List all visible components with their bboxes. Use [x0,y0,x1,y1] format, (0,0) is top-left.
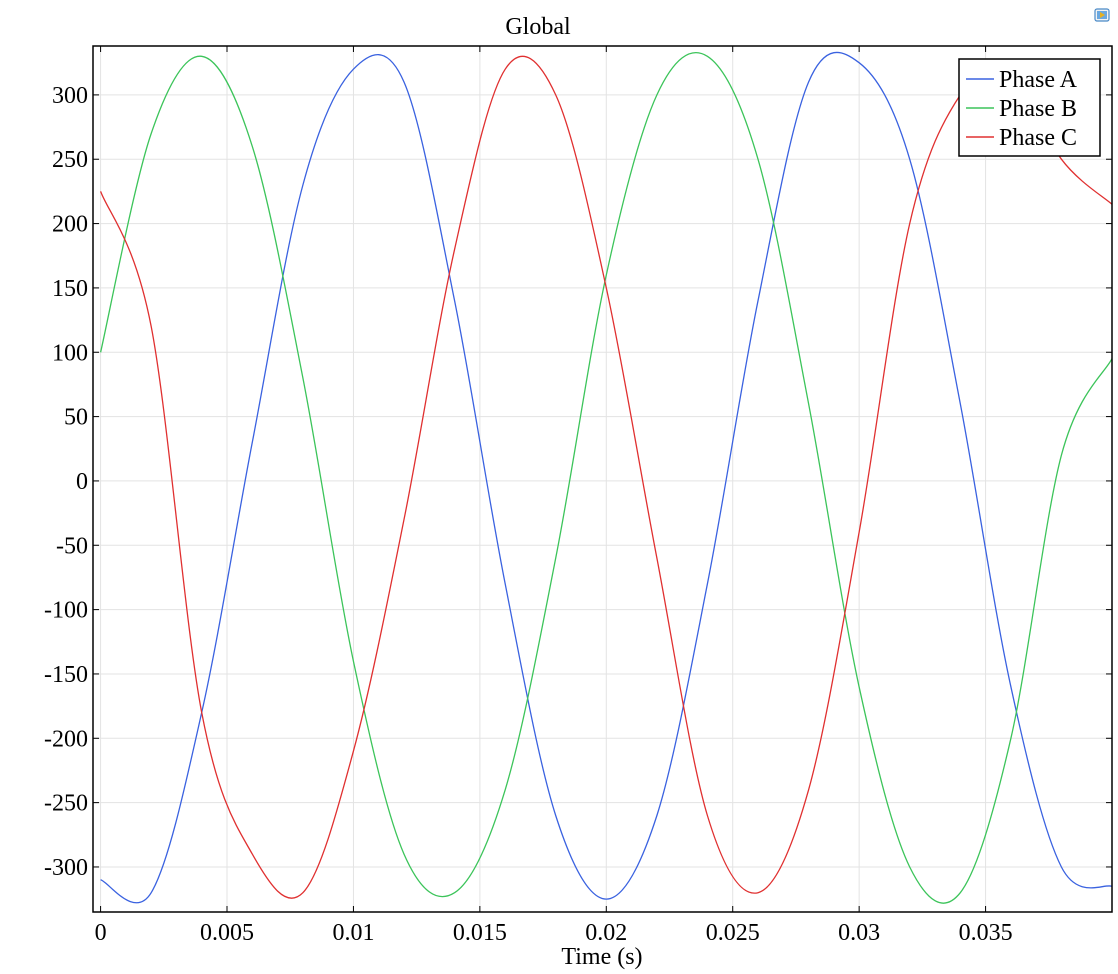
y-tick-label: -200 [44,726,88,752]
legend: Phase A Phase B Phase C [958,58,1101,157]
x-axis-label: Time (s) [561,944,642,970]
legend-label-phase-c: Phase C [999,125,1077,151]
y-tick-label: -150 [44,662,88,688]
export-image-icon[interactable] [1094,8,1110,22]
y-tick-label: 100 [52,340,88,366]
x-tick-label: 0.02 [585,920,627,946]
x-tick-label: 0.01 [332,920,374,946]
x-tick-label: 0.035 [959,920,1013,946]
series-line-phase-a [100,51,1113,904]
series-lines [99,51,1113,904]
legend-label-phase-b: Phase B [999,96,1077,122]
y-tick-label: 50 [64,405,88,431]
plot-frame [92,45,1113,913]
y-tick-label: 250 [52,147,88,173]
y-tick-label: 200 [52,212,88,238]
series-line-phase-c [99,55,1113,899]
series-line-phase-b [99,52,1113,904]
y-tick-label: -300 [44,855,88,881]
y-tick-label: -50 [56,533,88,559]
y-tick-label: 300 [52,83,88,109]
x-tick-label: 0.015 [453,920,507,946]
x-axis-ticks: 0 0.005 0.01 0.015 0.02 0.025 0.03 0.035 [95,46,1013,946]
x-tick-label: 0.03 [838,920,880,946]
y-tick-label: 0 [76,469,88,495]
x-tick-label: 0.025 [706,920,760,946]
y-axis-ticks: 300 250 200 150 100 50 0 -50 -100 -150 -200 -250 -30… [44,83,1112,881]
y-tick-label: 150 [52,276,88,302]
x-tick-label: 0.005 [200,920,254,946]
legend-label-phase-a: Phase A [999,67,1078,93]
grid [93,46,1112,912]
x-tick-label: 0 [95,920,107,946]
chart-title: Global [505,14,571,40]
y-tick-label: -100 [44,598,88,624]
y-tick-label: -250 [44,791,88,817]
